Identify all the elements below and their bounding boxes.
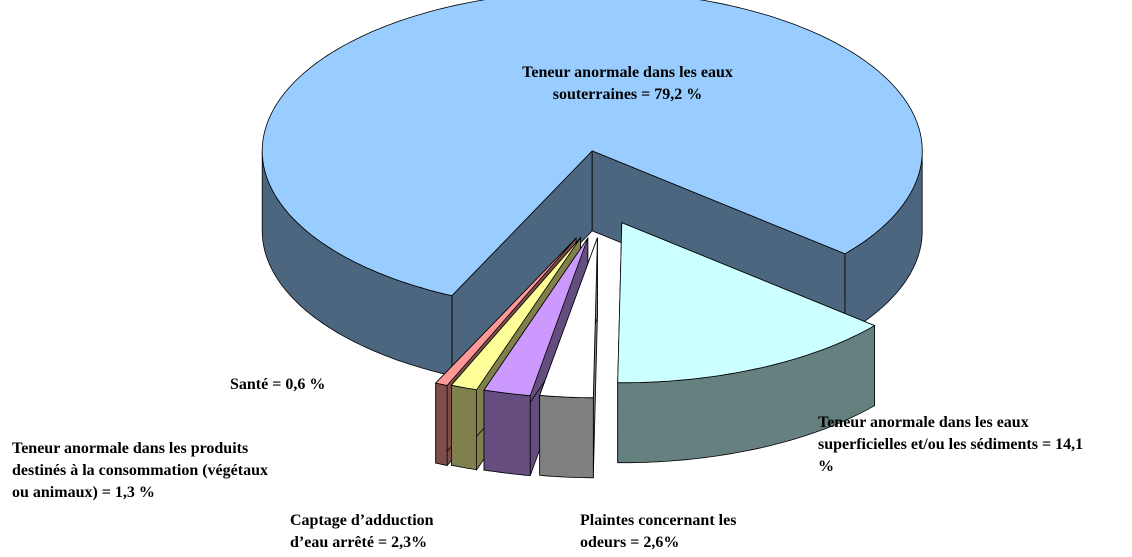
slice — [261, 0, 923, 297]
slice-label: Santé = 0,6 % — [230, 376, 326, 393]
slice-wall — [450, 384, 478, 471]
slice-wall — [539, 394, 594, 479]
slice — [450, 237, 581, 391]
slice-label: Teneur anormale dans les eaux superficie… — [818, 414, 1084, 475]
slice — [434, 237, 577, 386]
slice — [617, 222, 876, 384]
slice — [539, 237, 598, 399]
slice-label: Teneur anormale dans les eaux souterrain… — [522, 64, 733, 103]
slice-label: Teneur anormale dans les produits destin… — [12, 440, 268, 501]
slice — [483, 237, 589, 397]
slice-label: Plaintes concernant les odeurs = 2,6% — [580, 512, 737, 551]
slice-wall — [435, 382, 448, 466]
slice-wall — [483, 389, 531, 477]
slice-label: Captage d’adduction d’eau arrêté = 2,3% — [290, 512, 434, 551]
